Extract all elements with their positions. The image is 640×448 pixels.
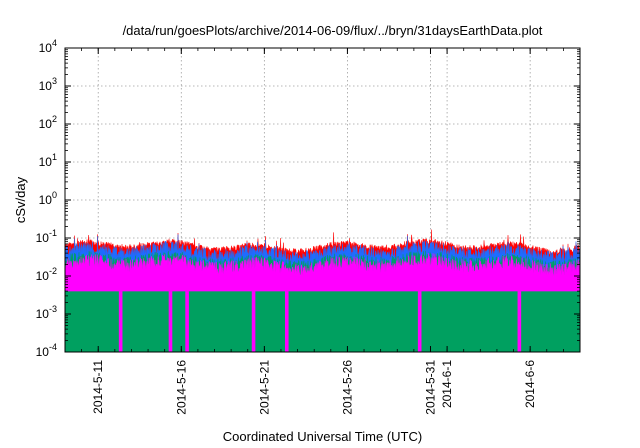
- chart-title: /data/run/goesPlots/archive/2014-06-09/f…: [123, 23, 543, 38]
- x-tick-label: 2014-6-6: [523, 360, 537, 408]
- x-tick-label: 2014-5-16: [174, 360, 188, 415]
- dropout-spike: [251, 291, 256, 352]
- dropout-spike: [417, 291, 422, 352]
- x-tick-label: 2014-5-21: [257, 360, 271, 415]
- y-tick-label: 101: [39, 152, 57, 169]
- y-tick-label: 104: [39, 38, 57, 55]
- y-axis-label: cSv/day: [13, 176, 28, 223]
- series-layer: [64, 229, 581, 353]
- dropout-spike: [185, 291, 189, 352]
- y-tick-label: 100: [39, 190, 57, 207]
- x-axis: 2014-5-11 2014-5-16 2014-5-21 2014-5-26 2014…: [64, 48, 581, 415]
- y-axis: 10-4 10-3 10-2 10-1 100 101 102 103 104: [36, 38, 580, 359]
- dropout-spike: [284, 291, 289, 352]
- y-tick-label: 10-4: [36, 342, 57, 359]
- y-tick-label: 10-2: [36, 266, 57, 283]
- dropout-spike: [118, 291, 123, 352]
- series-magenta: [64, 253, 581, 292]
- dropout-spike: [168, 291, 173, 352]
- y-tick-label: 103: [39, 76, 57, 93]
- x-tick-label: 2014-6-1: [440, 360, 454, 408]
- y-tick-label: 10-1: [36, 228, 57, 245]
- dropout-spike: [517, 291, 522, 352]
- x-tick-label: 2014-5-26: [340, 360, 354, 415]
- x-tick-label: 2014-5-11: [91, 360, 105, 414]
- y-tick-label: 102: [39, 114, 57, 131]
- x-tick-label: 2014-5-31: [423, 360, 437, 415]
- y-tick-label: 10-3: [36, 304, 57, 321]
- x-axis-label: Coordinated Universal Time (UTC): [223, 429, 422, 444]
